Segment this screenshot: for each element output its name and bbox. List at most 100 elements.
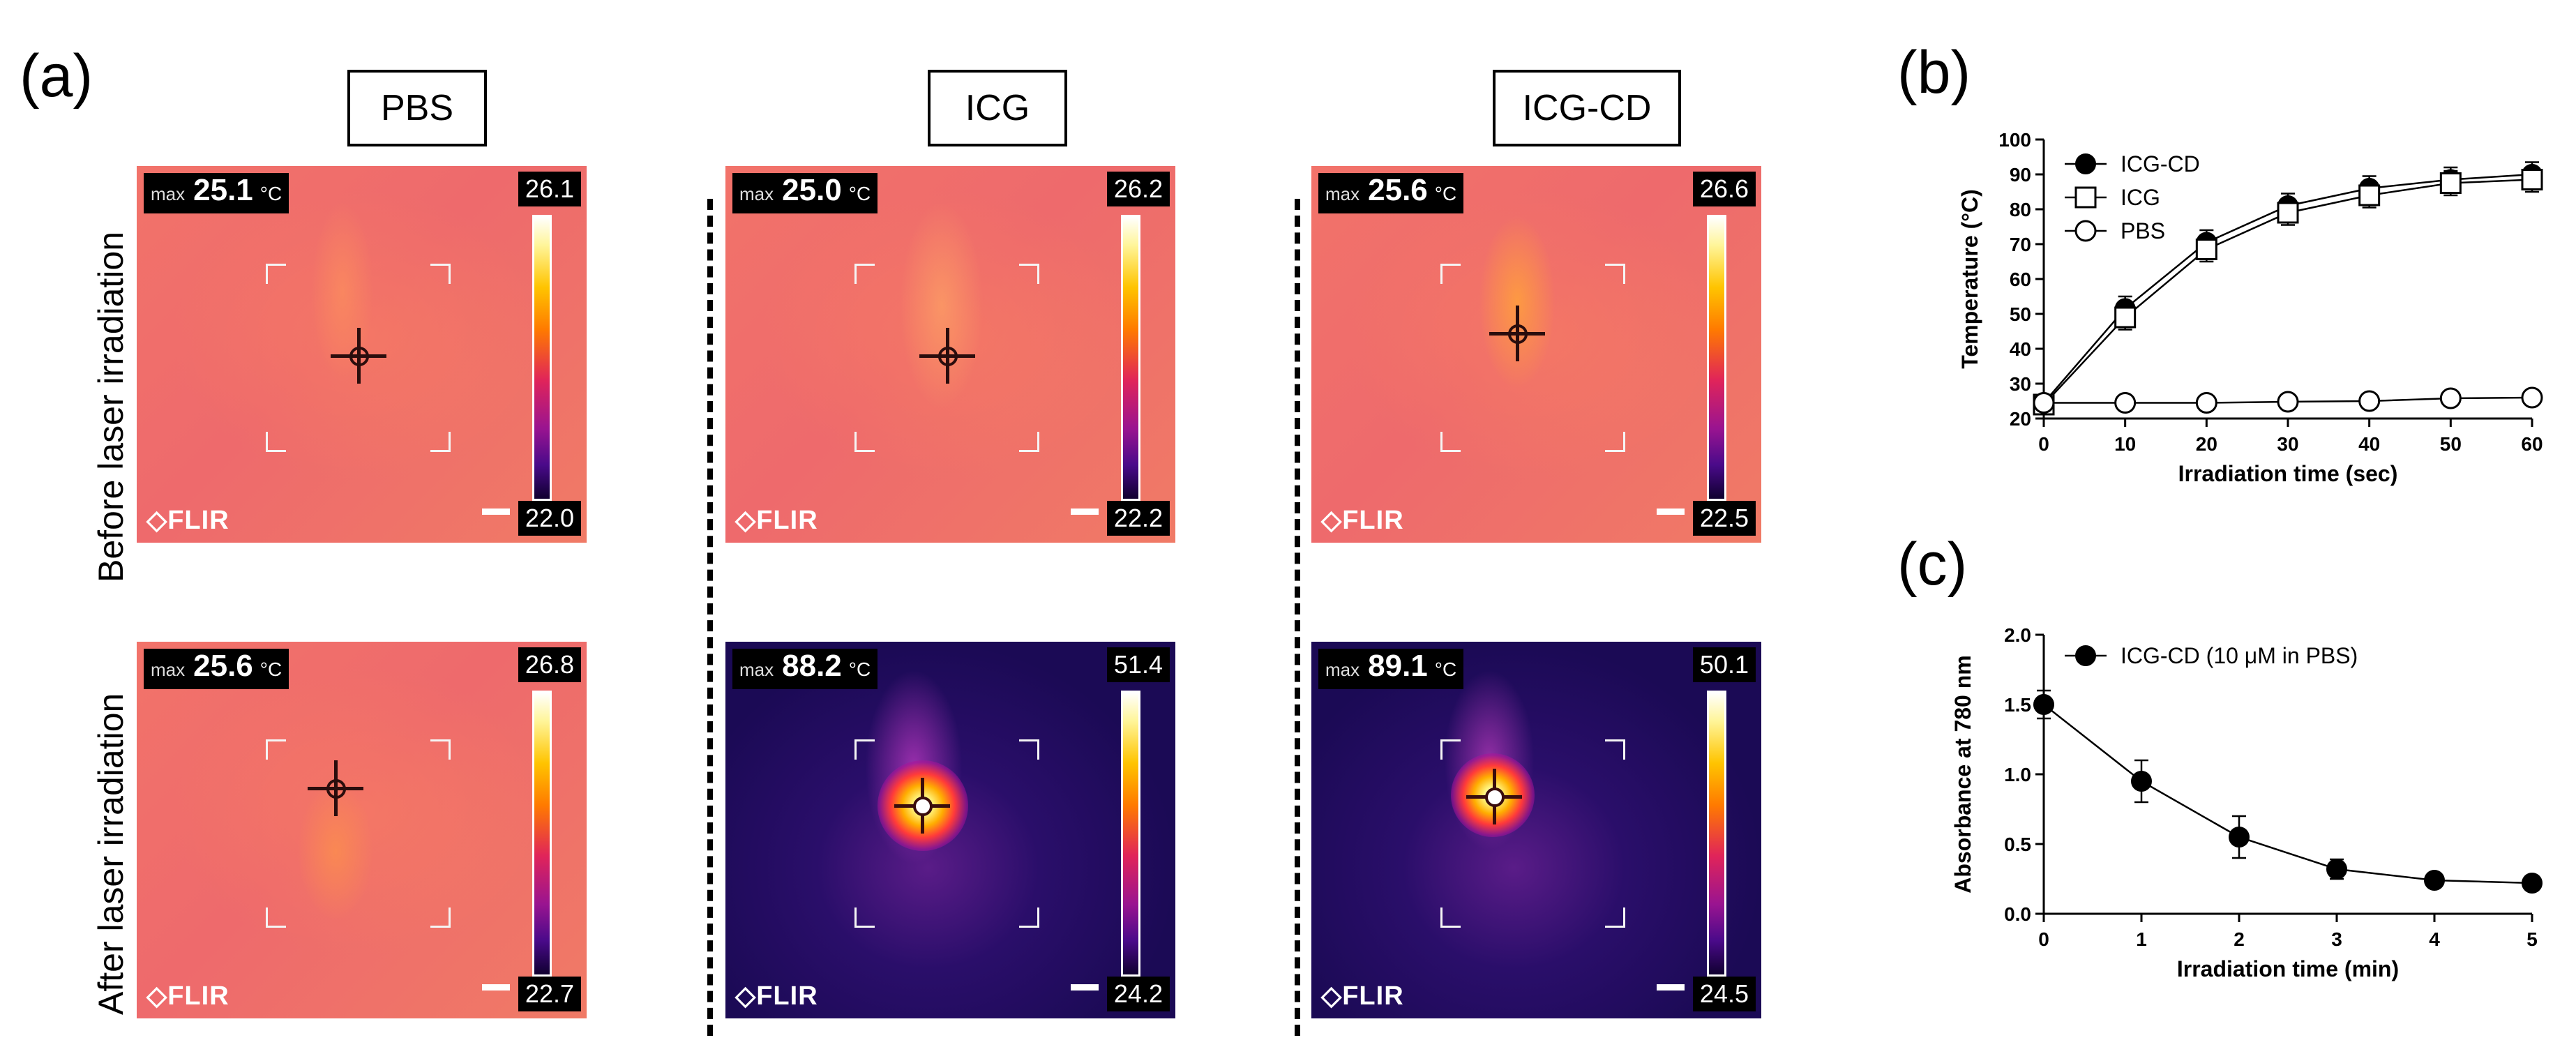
max-temp-value: 88.2 (782, 649, 842, 683)
data-point (2326, 859, 2347, 880)
scale-max: 51.4 (1106, 647, 1170, 682)
x-tick-label: 2 (2234, 928, 2245, 950)
color-scale-bar (1121, 215, 1140, 501)
y-tick-label: 1.0 (2004, 764, 2031, 785)
scale-bar (1657, 984, 1685, 990)
crosshair-icon (1489, 306, 1545, 361)
divider-right (1295, 199, 1300, 1036)
legend-label: ICG (2121, 185, 2160, 210)
legend-marker (2074, 220, 2097, 242)
divider-left (707, 199, 713, 1036)
heat-spot (900, 201, 984, 410)
scale-bar (482, 984, 510, 990)
max-temp-badge: max 89.1 °C (1318, 649, 1464, 689)
thermal-image-before-icg: max 25.0 °C 26.2 22.2 ◇FLIR (725, 166, 1175, 543)
x-tick-label: 3 (2331, 928, 2342, 950)
y-axis-label: Absorbance at 780 nm (1950, 655, 1975, 893)
data-point (2424, 870, 2445, 891)
data-point (2522, 873, 2543, 894)
thermal-image-before-icgcd: max 25.6 °C 26.6 22.5 ◇FLIR (1311, 166, 1761, 543)
scale-bar (1071, 509, 1099, 515)
crosshair-icon (308, 760, 363, 816)
scale-max: 26.1 (518, 172, 581, 206)
y-tick-label: 2.0 (2004, 624, 2031, 646)
max-temp-badge: max 25.0 °C (732, 173, 878, 213)
color-scale-bar (532, 691, 552, 977)
data-point (2358, 390, 2381, 412)
y-tick-label: 80 (2010, 199, 2031, 220)
column-header-icgcd: ICG-CD (1493, 70, 1681, 146)
x-tick-label: 10 (2114, 433, 2136, 455)
x-tick-label: 0 (2038, 928, 2049, 950)
x-axis-label: Irradiation time (min) (2177, 956, 2399, 981)
legend-label: ICG-CD (10 μM in PBS) (2121, 643, 2358, 668)
scale-max: 26.6 (1692, 172, 1756, 206)
flir-logo: ◇FLIR (735, 981, 818, 1011)
y-tick-label: 30 (2010, 373, 2031, 395)
measurement-frame (1440, 739, 1625, 928)
max-temp-value: 25.0 (782, 173, 842, 207)
y-tick-label: 20 (2010, 408, 2031, 430)
y-tick-label: 90 (2010, 164, 2031, 186)
thermal-image-after-pbs: max 25.6 °C 26.8 22.7 ◇FLIR (137, 642, 587, 1018)
max-temp-value: 25.1 (193, 173, 253, 207)
scale-min: 22.7 (518, 977, 581, 1011)
legend-label: ICG-CD (2121, 151, 2200, 176)
x-tick-label: 0 (2038, 433, 2049, 455)
x-tick-label: 20 (2196, 433, 2217, 455)
scale-bar (482, 509, 510, 515)
row-label-before: Before laser irradiation (91, 231, 130, 582)
data-point (2521, 169, 2543, 190)
scale-min: 22.5 (1692, 501, 1756, 536)
color-scale-bar (1121, 691, 1140, 977)
series-line-0 (2043, 704, 2533, 884)
data-point (2033, 694, 2054, 715)
scale-bar (1071, 984, 1099, 990)
data-point (2114, 392, 2137, 414)
thermal-image-before-pbs: max 25.1 °C 26.1 22.0 ◇FLIR (137, 166, 587, 543)
scale-bar (1657, 509, 1685, 515)
panel-label-a: (a) (20, 43, 93, 110)
data-point (2277, 391, 2299, 413)
max-temp-badge: max 88.2 °C (732, 649, 878, 689)
y-tick-label: 1.5 (2004, 694, 2031, 716)
x-tick-label: 1 (2136, 928, 2147, 950)
color-scale-bar (1707, 215, 1726, 501)
flir-logo: ◇FLIR (146, 506, 229, 535)
data-point (2439, 387, 2462, 409)
data-point (2277, 202, 2299, 224)
y-tick-label: 0.0 (2004, 903, 2031, 925)
absorbance-chart: 0.0 0.5 1.0 1.5 2.0 0 1 2 3 4 5 Irradiation time (m… (1950, 624, 2543, 981)
thermal-image-after-icgcd: max 89.1 °C 50.1 24.5 ◇FLIR (1311, 642, 1761, 1018)
data-point (2195, 392, 2217, 414)
color-scale-bar (532, 215, 552, 501)
measurement-frame (266, 739, 451, 928)
x-tick-label: 40 (2358, 433, 2380, 455)
legend-marker (2075, 153, 2096, 174)
data-point (2439, 172, 2462, 194)
max-temp-badge: max 25.1 °C (144, 173, 289, 213)
y-tick-label: 50 (2010, 303, 2031, 325)
temperature-chart: 20 30 40 50 60 70 80 90 100 0 10 20 30 40 50 60 Irradiat… (1957, 129, 2543, 486)
data-point (2033, 392, 2055, 414)
y-tick-label: 100 (1998, 129, 2031, 151)
y-tick-label: 0.5 (2004, 834, 2031, 855)
x-axis-label: Irradiation time (sec) (2178, 461, 2398, 486)
scale-min: 22.2 (1106, 501, 1170, 536)
data-point (2131, 771, 2152, 792)
measurement-frame (854, 739, 1039, 928)
column-header-icg: ICG (928, 70, 1067, 146)
crosshair-icon (894, 778, 950, 834)
data-point (2521, 386, 2543, 409)
legend-label: PBS (2121, 218, 2165, 243)
y-tick-label: 60 (2010, 269, 2031, 290)
panel-label-b: (b) (1897, 39, 1971, 106)
x-tick-label: 5 (2526, 928, 2538, 950)
scale-min: 24.2 (1106, 977, 1170, 1011)
crosshair-icon (331, 328, 386, 384)
max-temp-badge: max 25.6 °C (144, 649, 289, 689)
crosshair-icon (1466, 769, 1522, 824)
max-temp-value: 89.1 (1368, 649, 1428, 683)
data-point (2358, 184, 2381, 206)
data-point (2229, 827, 2250, 848)
